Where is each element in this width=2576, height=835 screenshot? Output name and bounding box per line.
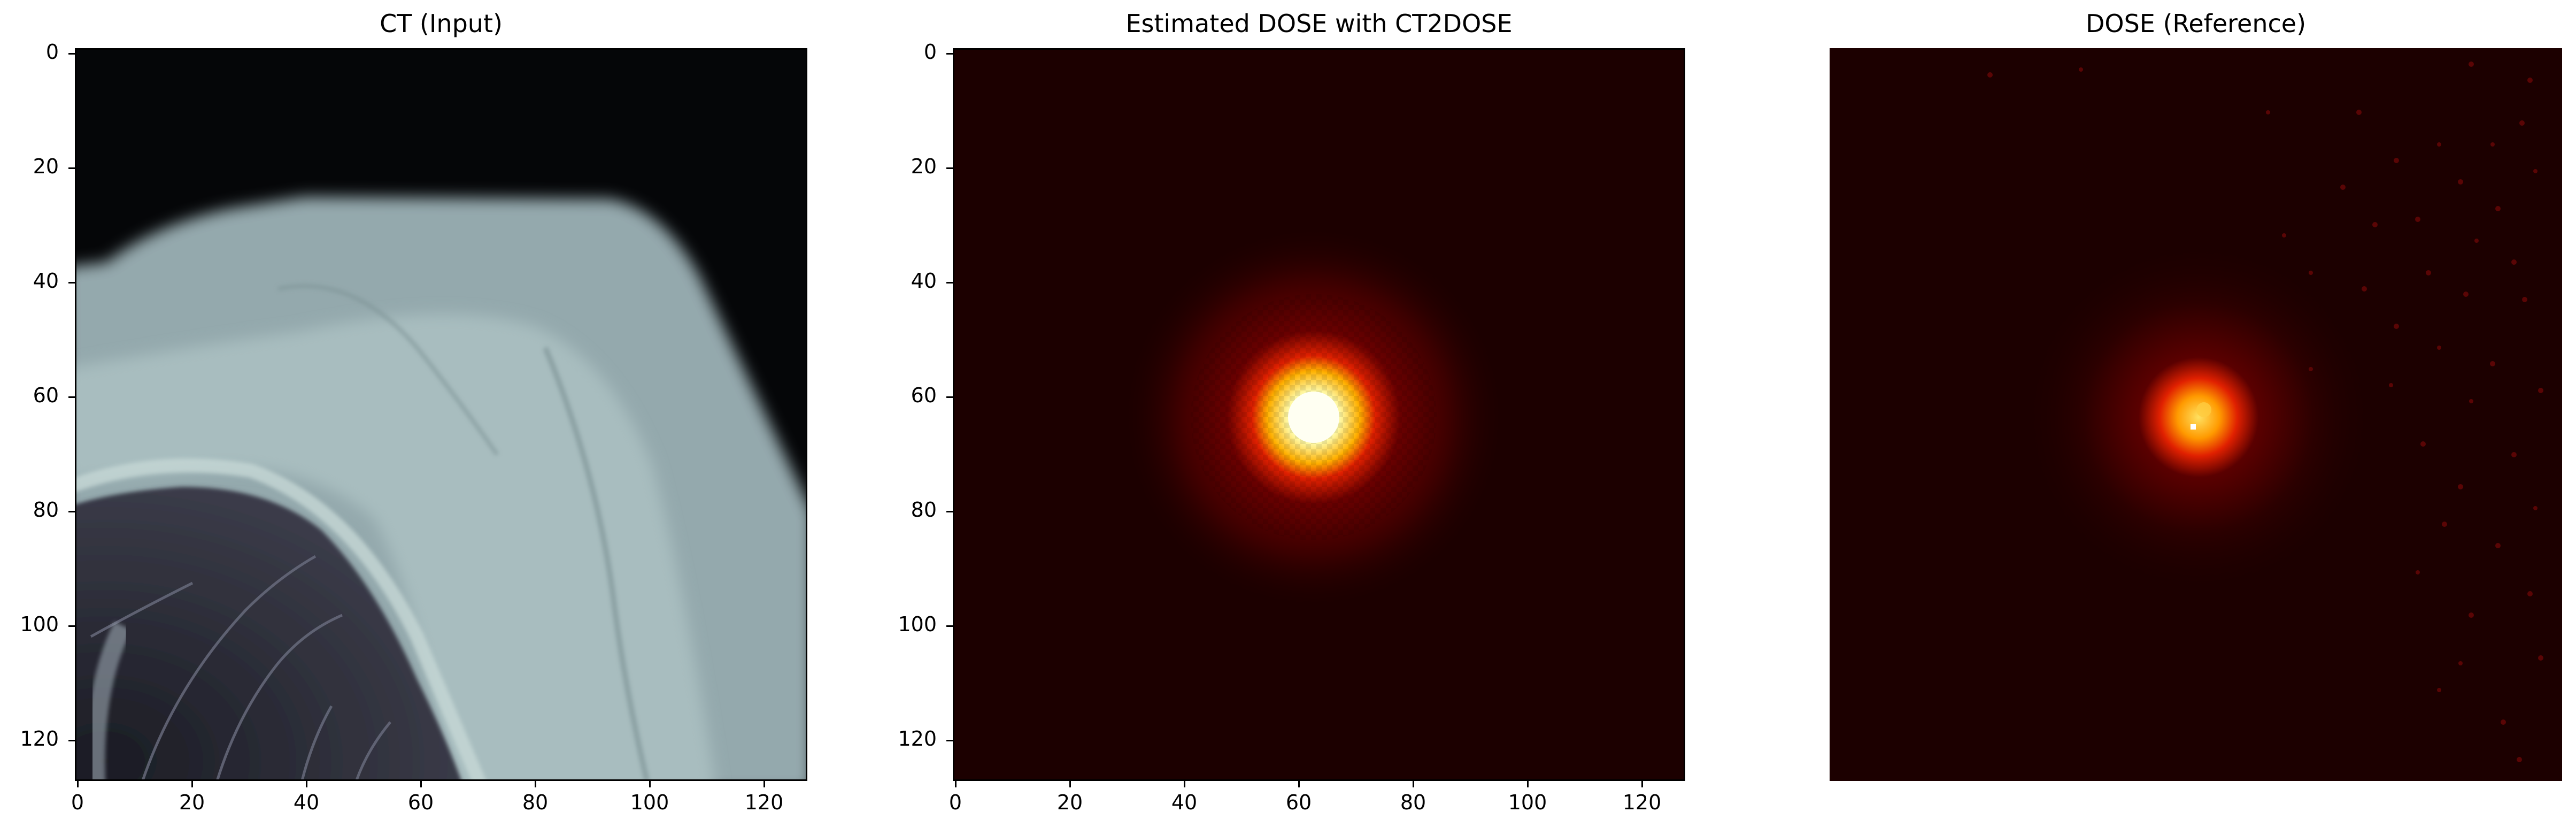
y-tick-label: 20 — [33, 155, 59, 178]
x-tick-label: 120 — [744, 791, 784, 814]
x-tick-label: 20 — [179, 791, 205, 814]
reference-dose-image — [1830, 48, 2562, 781]
y-tick-label: 20 — [911, 155, 937, 178]
x-tick-label: 20 — [1056, 791, 1083, 814]
x-tick-label: 60 — [1285, 791, 1312, 814]
y-tick-label: 120 — [898, 727, 937, 750]
y-tick-label: 0 — [45, 40, 59, 64]
y-tick-label: 40 — [33, 269, 59, 293]
x-tick-label: 40 — [1171, 791, 1198, 814]
y-tick-label: 100 — [20, 612, 59, 636]
ct-input-image — [75, 48, 807, 781]
x-tick-label: 40 — [293, 791, 320, 814]
y-tick-label: 60 — [33, 384, 59, 407]
x-tick-label: 120 — [1622, 791, 1662, 814]
y-tick-label: 80 — [911, 498, 937, 522]
x-tick-label: 100 — [1508, 791, 1547, 814]
estimated-dose-title: Estimated DOSE with CT2DOSE — [1125, 9, 1513, 38]
x-tick-label: 0 — [948, 791, 962, 814]
y-tick-label: 120 — [20, 727, 59, 750]
y-tick-label: 100 — [898, 612, 937, 636]
y-tick-label: 80 — [33, 498, 59, 522]
x-tick-label: 80 — [1400, 791, 1426, 814]
y-tick-label: 40 — [911, 269, 937, 293]
x-tick-label: 80 — [522, 791, 549, 814]
x-tick-label: 100 — [630, 791, 669, 814]
ct-input-title: CT (Input) — [380, 9, 503, 38]
x-tick-label: 60 — [407, 791, 434, 814]
reference-dose-title: DOSE (Reference) — [2085, 9, 2307, 38]
estimated-dose-image — [953, 48, 1685, 781]
x-tick-label: 0 — [71, 791, 84, 814]
y-tick-label: 60 — [911, 384, 937, 407]
y-tick-label: 0 — [923, 40, 937, 64]
